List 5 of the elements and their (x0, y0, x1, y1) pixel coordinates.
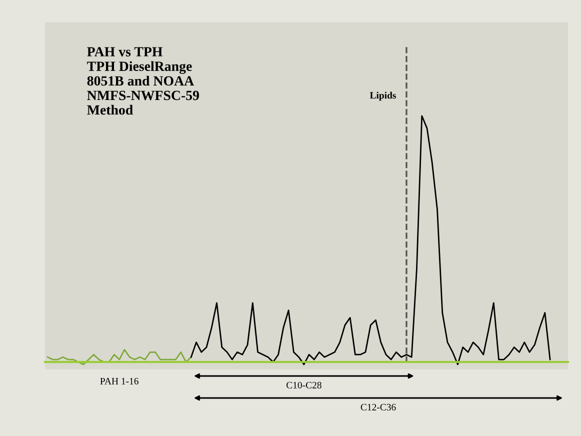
text: Lipids (370, 92, 396, 101)
text: C10-C28 (286, 382, 322, 388)
chart-title: PAH vs TPH TPH DieselRange 8051B and NOAA NMFS-NWFSC-59 Method (87, 47, 199, 115)
text: PAH 1-16 (100, 378, 138, 384)
text: C12-C36 (360, 404, 396, 410)
